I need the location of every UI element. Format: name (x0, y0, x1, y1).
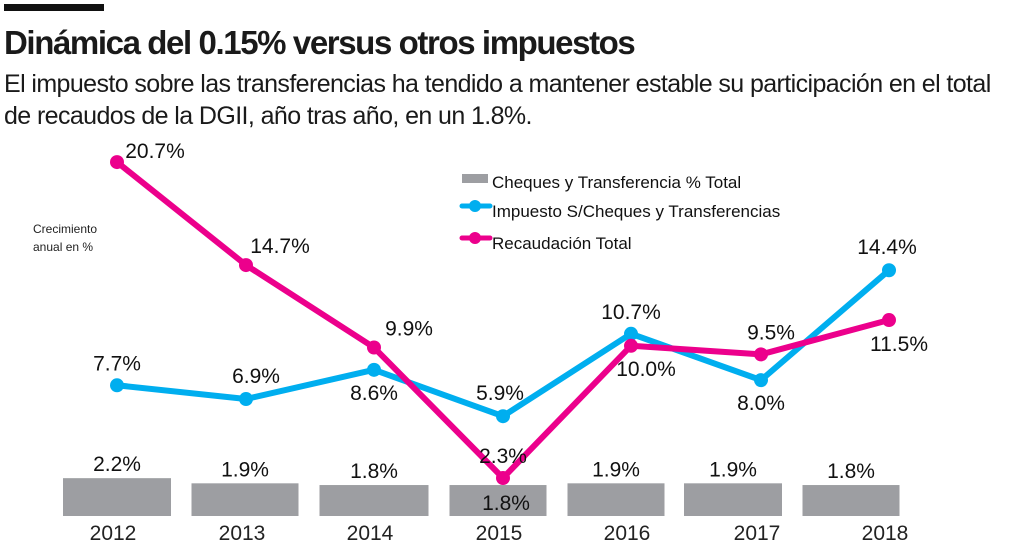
data-label-impuesto-2014: 8.6% (350, 382, 398, 405)
legend-swatch-dot-1 (469, 200, 481, 212)
x-tick-2017: 2017 (734, 522, 781, 545)
bar-label-2018: 1.8% (827, 460, 875, 483)
point-impuesto-2012 (110, 378, 124, 393)
x-tick-2014: 2014 (347, 522, 394, 545)
bar-label-2016: 1.9% (592, 458, 640, 481)
data-label-recaudacion-2017: 9.5% (747, 321, 795, 344)
legend-label-1: Impuesto S/Cheques y Transferencias (492, 202, 780, 221)
data-label-impuesto-2015: 5.9% (476, 382, 524, 405)
data-label-impuesto-2013: 6.9% (232, 365, 280, 388)
data-label-impuesto-2018: 14.4% (857, 236, 917, 259)
x-tick-2012: 2012 (90, 522, 137, 545)
legend-swatch-dot-2 (469, 232, 481, 244)
point-recaudacion-2017 (754, 347, 768, 362)
bar-2014 (319, 485, 429, 516)
y-axis-label-line1: Crecimiento (33, 222, 97, 236)
data-label-recaudacion-2016: 10.0% (616, 358, 676, 381)
bar-2017 (684, 483, 782, 516)
point-impuesto-2014 (367, 362, 381, 377)
data-label-recaudacion-2015: 2.3% (479, 445, 527, 468)
point-impuesto-2015 (496, 409, 510, 424)
x-tick-2013: 2013 (219, 522, 266, 545)
data-label-impuesto-2017: 8.0% (737, 392, 785, 415)
legend: Cheques y Transferencia % Total Impuesto … (459, 173, 780, 253)
point-impuesto-2013 (239, 392, 253, 407)
x-tick-2018: 2018 (862, 522, 909, 545)
point-impuesto-2017 (754, 373, 768, 388)
point-impuesto-2016 (624, 326, 638, 341)
data-label-recaudacion-2014: 9.9% (385, 318, 433, 341)
data-label-impuesto-2016: 10.7% (601, 301, 661, 324)
bar-label-2012: 2.2% (93, 453, 141, 476)
top-rule (4, 4, 104, 11)
bar-2016 (567, 483, 665, 516)
bar-2013 (191, 483, 299, 516)
point-recaudacion-2016 (624, 338, 638, 353)
x-tick-2016: 2016 (604, 522, 651, 545)
bar-label-2015: 1.8% (482, 492, 530, 515)
point-recaudacion-2015 (496, 471, 510, 485)
bar-2015 (449, 485, 547, 516)
chart-title: Dinámica del 0.15% versus otros impuesto… (4, 24, 636, 61)
legend-label-2: Recaudación Total (492, 234, 632, 253)
bar-2012 (63, 478, 171, 516)
point-recaudacion-2013 (239, 258, 253, 273)
data-label-recaudacion-2012: 20.7% (125, 140, 185, 163)
bar-label-2014: 1.8% (350, 460, 398, 483)
legend-swatch-bar (462, 174, 488, 183)
bar-label-2013: 1.9% (221, 458, 269, 481)
bar-2018 (802, 485, 900, 516)
point-impuesto-2018 (882, 263, 896, 278)
data-label-recaudacion-2018: 11.5% (870, 333, 928, 356)
legend-label-0: Cheques y Transferencia % Total (492, 173, 741, 192)
bar-label-2017: 1.9% (709, 458, 757, 481)
data-label-recaudacion-2013: 14.7% (250, 235, 310, 258)
x-tick-2015: 2015 (476, 522, 523, 545)
chart-subtitle: El impuesto sobre las transferencias ha … (4, 70, 991, 130)
point-recaudacion-2012 (110, 155, 124, 170)
y-axis-label-line2: anual en % (33, 240, 93, 254)
point-recaudacion-2018 (882, 313, 896, 328)
data-label-impuesto-2012: 7.7% (93, 352, 141, 375)
point-recaudacion-2014 (367, 340, 381, 355)
